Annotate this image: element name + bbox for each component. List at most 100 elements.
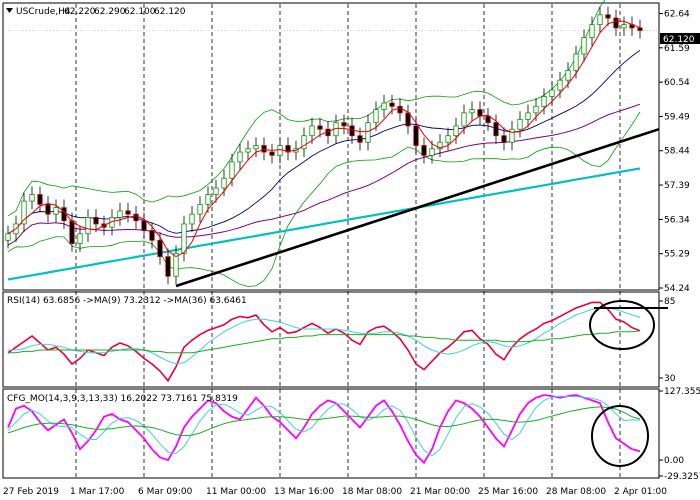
candle-body [445,135,451,143]
price-tick-label: 54.24 [664,284,690,294]
cfg-tick-label: -29.3257 [664,472,700,482]
x-tick-label: 11 Mar 00:00 [206,487,266,497]
price-tick-label: 56.34 [664,215,690,225]
rsi-panel [7,300,668,383]
candle-body [477,109,483,117]
candle-body [133,213,139,222]
annotation-circle [591,405,649,467]
candle-body [501,135,507,143]
dropdown-triangle-icon[interactable] [6,8,13,13]
candle-body [453,125,459,137]
candle-body [581,37,587,55]
candle-body [205,194,211,205]
candle-body [461,112,467,127]
candle-body [421,145,427,156]
candle-body [69,220,75,244]
candle-body [613,17,619,29]
candle-body [213,187,219,195]
rsi-line [7,301,641,383]
cfg-signal2-line [7,406,641,437]
candle-body [381,102,387,110]
candle-body [85,217,91,235]
ohlc-open: 62.220 [64,7,96,17]
x-tick-label: 25 Mar 16:00 [478,487,538,497]
candle-body [317,125,323,130]
candle-body [429,148,435,156]
candle-body [517,118,523,130]
cfg-tick-label: 127.3559 [664,387,700,397]
ohlc-high: 62.290 [94,7,126,17]
candle-body [621,24,627,29]
candle-body [437,141,443,150]
x-tick-label: 1 Mar 17:00 [70,487,125,497]
symbol-header[interactable]: USCrude,H4 62.220 62.290 62.100 62.120 [6,7,186,17]
rsi-ma9-line [8,307,641,365]
price-tick-label: 55.29 [664,250,690,260]
rsi-header: RSI(14) 63.6856 ->MA(9) 73.2312 ->MA(36)… [7,296,247,306]
candle-body [285,145,291,153]
x-tick-label: 27 Feb 2019 [3,487,59,497]
candle-body [397,105,403,114]
price-tick-label: 59.49 [664,112,690,122]
candle-body [357,135,363,143]
candle-body [373,109,379,124]
x-tick-label: 28 Mar 08:00 [546,487,606,497]
candle-body [37,194,43,205]
candle-body [493,122,499,137]
candle-body [549,89,555,97]
candle-body [189,213,195,225]
candle-body [533,105,539,114]
current-price-tag [660,33,700,44]
candle-body [181,223,187,254]
price-tick-label: 62.64 [664,9,690,19]
candle-body [605,14,611,19]
x-tick-label: 18 Mar 08:00 [342,487,402,497]
candle-body [469,109,475,114]
candle-body [573,53,579,71]
candle-body [93,217,99,225]
candle-body [261,145,267,153]
candle-body [245,148,251,153]
cfg-tick-label: 0.00 [664,456,684,466]
candle-body [389,102,395,107]
candle-body [197,203,203,215]
candle-body [221,177,227,189]
candle-body [125,210,131,215]
candle-body [157,239,163,258]
candle-body [253,145,259,150]
candle-body [141,220,147,231]
candle-body [149,230,155,241]
axes: 27 Feb 2019 1 Mar 17:00 6 Mar 09:00 11 Mar … [3,9,700,497]
x-tick-label: 6 Mar 09:00 [138,487,193,497]
price-tick-label: 60.54 [664,78,690,88]
cfg-panel [7,394,649,467]
rsi-tick-label: 85 [664,297,675,307]
candle-body [229,161,235,179]
candle-body [341,122,347,127]
cfg-main-line [7,394,641,465]
candle-body [237,151,243,163]
candle-body [589,24,595,39]
current-price-label: 62.120 [663,35,695,45]
candle-body [77,233,83,244]
candle-body [637,27,643,31]
x-tick-label: 2 Apr 01:00 [614,487,667,497]
candle-body [269,151,275,156]
candle-body [309,125,315,137]
candle-body [541,96,547,107]
candle-body [405,112,411,127]
price-tick-label: 58.44 [664,147,690,157]
trendline [175,127,660,288]
cfg-header: CFG_MO(14,3,9,3,13,33) 16.2022 73.7161 7… [7,394,238,404]
ma-long-line [7,167,641,281]
rsi-tick-label: 30 [664,374,676,384]
x-tick-label: 13 Mar 16:00 [274,487,334,497]
candle-body [413,125,419,146]
candle-body [173,252,179,277]
bollinger-lower-line [7,111,641,287]
x-tick-label: 21 Mar 00:00 [410,487,470,497]
ma-slow-line [7,103,641,246]
candle-body [29,194,35,202]
candle-body [301,135,307,150]
